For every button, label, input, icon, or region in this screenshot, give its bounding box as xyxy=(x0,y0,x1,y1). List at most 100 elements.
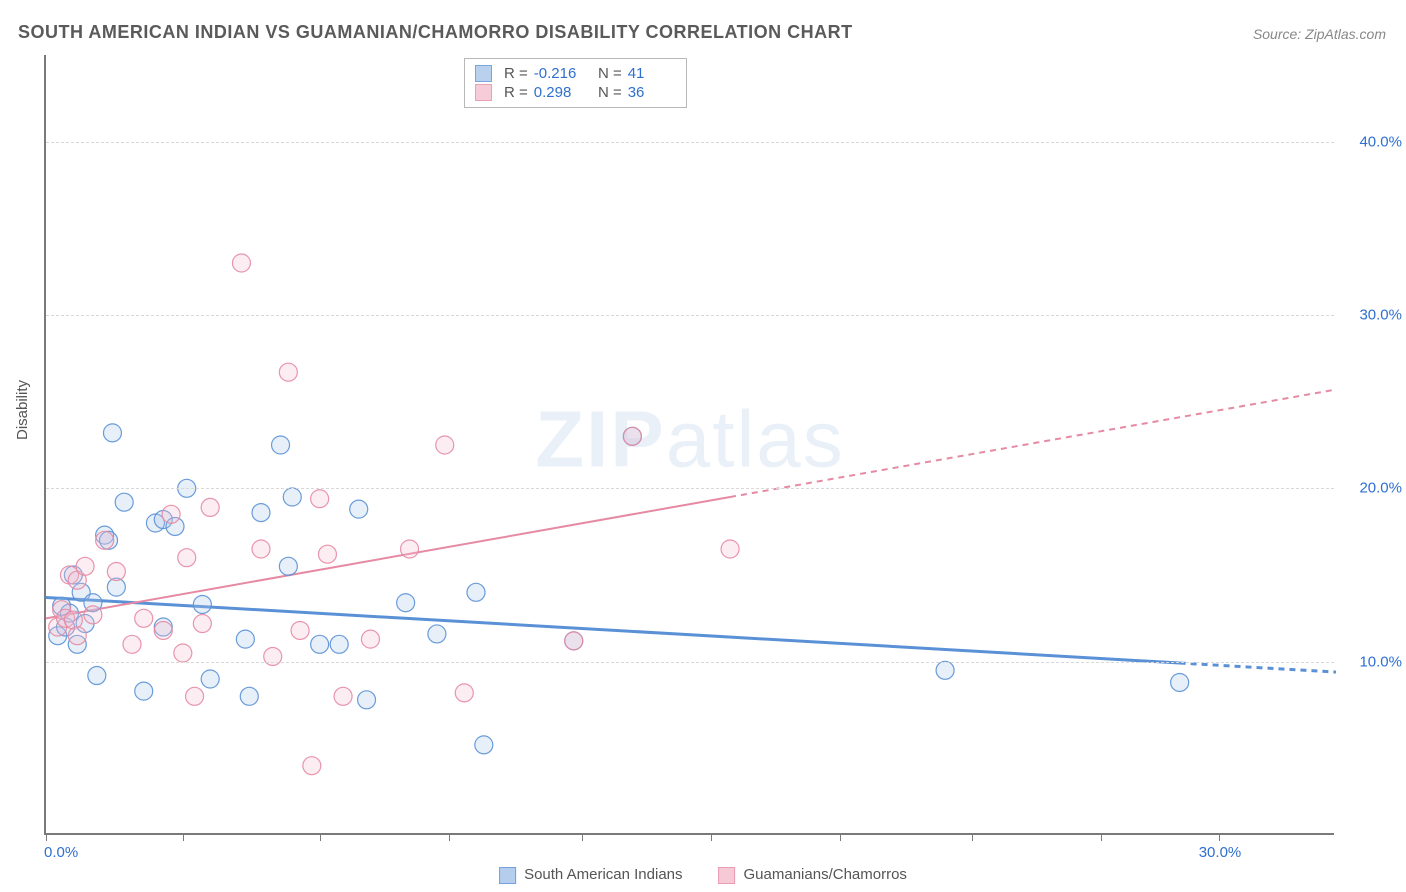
x-tick xyxy=(840,833,841,841)
data-point xyxy=(123,635,141,653)
y-tick-label: 30.0% xyxy=(1342,307,1402,324)
data-point xyxy=(252,540,270,558)
y-tick-label: 40.0% xyxy=(1342,133,1402,150)
gridline xyxy=(46,315,1334,316)
x-tick xyxy=(183,833,184,841)
data-point xyxy=(240,687,258,705)
x-tick-label: 30.0% xyxy=(1199,844,1242,861)
x-tick xyxy=(582,833,583,841)
gridline xyxy=(46,488,1334,489)
data-point xyxy=(64,611,82,629)
data-point xyxy=(334,687,352,705)
data-point xyxy=(428,625,446,643)
data-point xyxy=(1171,673,1189,691)
y-tick-label: 20.0% xyxy=(1342,480,1402,497)
data-point xyxy=(88,667,106,685)
data-point xyxy=(252,504,270,522)
x-tick xyxy=(711,833,712,841)
stats-row: R = -0.216 N = 41 xyxy=(475,64,676,83)
trend-line-dashed xyxy=(730,390,1336,497)
source-label: Source: ZipAtlas.com xyxy=(1253,26,1386,42)
x-tick xyxy=(1101,833,1102,841)
data-point xyxy=(201,498,219,516)
data-point xyxy=(68,627,86,645)
stats-row: R = 0.298 N = 36 xyxy=(475,83,676,102)
data-point xyxy=(358,691,376,709)
data-point xyxy=(279,363,297,381)
data-point xyxy=(96,531,114,549)
n-value: 41 xyxy=(628,65,676,82)
correlation-stats-box: R = -0.216 N = 41R = 0.298 N = 36 xyxy=(464,58,687,108)
data-point xyxy=(565,632,583,650)
n-label: N = xyxy=(598,65,622,82)
data-point xyxy=(623,427,641,445)
x-tick xyxy=(972,833,973,841)
data-point xyxy=(201,670,219,688)
gridline xyxy=(46,142,1334,143)
trend-line-solid xyxy=(46,497,730,618)
data-point xyxy=(936,661,954,679)
data-point xyxy=(330,635,348,653)
x-tick xyxy=(320,833,321,841)
legend-label: South American Indians xyxy=(524,866,682,883)
data-point xyxy=(721,540,739,558)
data-point xyxy=(311,490,329,508)
legend-swatch-icon xyxy=(719,867,736,884)
data-point xyxy=(84,606,102,624)
data-point xyxy=(361,630,379,648)
gridline xyxy=(46,662,1334,663)
data-point xyxy=(178,549,196,567)
data-point xyxy=(436,436,454,454)
n-label: N = xyxy=(598,84,622,101)
data-point xyxy=(311,635,329,653)
data-point xyxy=(76,557,94,575)
trend-line-dashed xyxy=(1180,663,1336,672)
legend-swatch-icon xyxy=(475,65,492,82)
data-point xyxy=(115,493,133,511)
legend-swatch-icon xyxy=(475,84,492,101)
data-point xyxy=(232,254,250,272)
legend-item: Guamanians/Chamorros xyxy=(719,866,907,884)
data-point xyxy=(174,644,192,662)
data-point xyxy=(135,682,153,700)
data-point xyxy=(193,615,211,633)
chart-container: SOUTH AMERICAN INDIAN VS GUAMANIAN/CHAMO… xyxy=(0,0,1406,892)
r-value: -0.216 xyxy=(534,65,582,82)
data-point xyxy=(162,505,180,523)
data-point xyxy=(264,647,282,665)
bottom-legend: South American Indians Guamanians/Chamorr… xyxy=(499,866,907,884)
data-point xyxy=(272,436,290,454)
x-tick-label: 0.0% xyxy=(44,844,78,861)
r-label: R = xyxy=(504,84,528,101)
data-point xyxy=(135,609,153,627)
data-point xyxy=(103,424,121,442)
y-axis-label: Disability xyxy=(14,380,31,440)
data-point xyxy=(154,621,172,639)
legend-label: Guamanians/Chamorros xyxy=(744,866,907,883)
data-point xyxy=(467,583,485,601)
data-point xyxy=(236,630,254,648)
trend-line-solid xyxy=(46,598,1180,663)
x-tick xyxy=(1219,833,1220,841)
chart-title: SOUTH AMERICAN INDIAN VS GUAMANIAN/CHAMO… xyxy=(18,22,853,43)
legend-item: South American Indians xyxy=(499,866,682,884)
data-point xyxy=(283,488,301,506)
y-tick-label: 10.0% xyxy=(1342,653,1402,670)
data-point xyxy=(350,500,368,518)
r-value: 0.298 xyxy=(534,84,582,101)
data-point xyxy=(193,595,211,613)
plot-area: ZIPatlas 10.0%20.0%30.0%40.0%0.0%30.0% xyxy=(44,55,1334,835)
data-point xyxy=(186,687,204,705)
data-point xyxy=(291,621,309,639)
data-point xyxy=(455,684,473,702)
legend-swatch-icon xyxy=(499,867,516,884)
data-point xyxy=(279,557,297,575)
data-point xyxy=(401,540,419,558)
data-point xyxy=(318,545,336,563)
data-point xyxy=(107,563,125,581)
data-point xyxy=(475,736,493,754)
plot-svg xyxy=(46,55,1334,833)
x-tick xyxy=(46,833,47,841)
r-label: R = xyxy=(504,65,528,82)
data-point xyxy=(397,594,415,612)
